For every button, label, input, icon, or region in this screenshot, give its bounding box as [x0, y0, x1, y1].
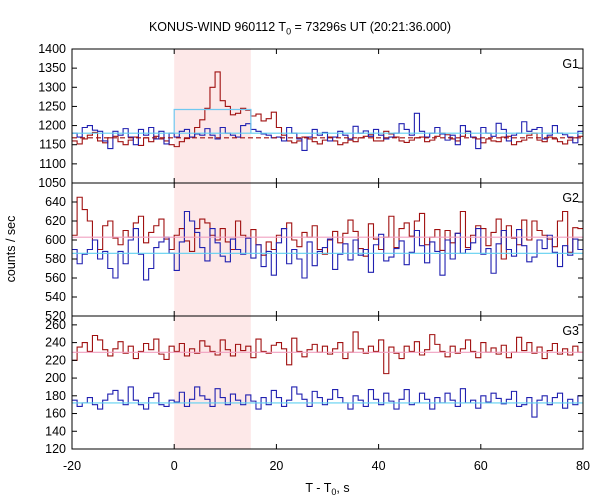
g2-blue-series — [72, 210, 583, 281]
x-tick-label: 60 — [474, 459, 488, 473]
g1-ytick-label: 1100 — [39, 157, 66, 171]
g2-ytick-label: 600 — [45, 233, 66, 247]
g3-ytick-label: 140 — [45, 424, 66, 438]
g1-ytick-label: 1300 — [38, 80, 66, 94]
g1-ytick-label: 1200 — [38, 119, 66, 133]
g3-red-series — [72, 331, 583, 375]
x-axis-label: T - T0, s — [305, 481, 349, 497]
g2-ytick-label: 640 — [45, 195, 66, 209]
g1-ytick-label: 1050 — [38, 176, 66, 190]
g2-ytick-label: 620 — [45, 214, 66, 228]
chart-title-prefix: KONUS-WIND 960112 T — [148, 20, 287, 34]
g2-ytick-label: 560 — [45, 271, 66, 285]
g2-ytick-label: 580 — [45, 252, 66, 266]
x-tick-label: -20 — [63, 459, 81, 473]
chart-title: KONUS-WIND 960112 T0 = 73296s UT (20:21:… — [0, 20, 600, 37]
x-tick-label: 20 — [269, 459, 283, 473]
g1-panel-frame — [71, 48, 584, 184]
x-tick-label: 80 — [576, 459, 590, 473]
y-axis-label: counts / sec — [4, 216, 18, 283]
g3-ytick-label: 260 — [45, 318, 66, 332]
chart-title-suffix: = 73296s UT (20:21:36.000) — [291, 20, 452, 34]
x-tick-label: 40 — [372, 459, 386, 473]
g1-ytick-label: 1350 — [38, 61, 66, 75]
g1-panel-label: G1 — [562, 57, 579, 71]
g3-ytick-label: 200 — [45, 371, 66, 385]
g1-blue-series — [72, 112, 583, 152]
g1-ytick-label: 1150 — [39, 138, 66, 152]
g1-ytick-label: 1400 — [38, 42, 66, 56]
x-tick-label: 0 — [171, 459, 178, 473]
g3-ytick-label: 120 — [45, 442, 66, 456]
g1-ytick-label: 1250 — [38, 99, 66, 113]
g2-ytick-label: 520 — [45, 309, 66, 323]
g3-panel-frame — [71, 315, 584, 450]
g3-blue-series — [72, 386, 583, 418]
g3-panel-label: G3 — [562, 324, 579, 338]
g3-ytick-label: 220 — [45, 353, 66, 367]
g1-burst-level-line — [173, 108, 252, 134]
g3-ytick-label: 240 — [45, 336, 66, 350]
chart-title-sub: 0 — [286, 26, 292, 37]
g2-ytick-label: 540 — [45, 290, 66, 304]
g3-ytick-label: 160 — [45, 407, 66, 421]
g2-panel-label: G2 — [562, 191, 579, 205]
g3-ytick-label: 180 — [45, 389, 66, 403]
